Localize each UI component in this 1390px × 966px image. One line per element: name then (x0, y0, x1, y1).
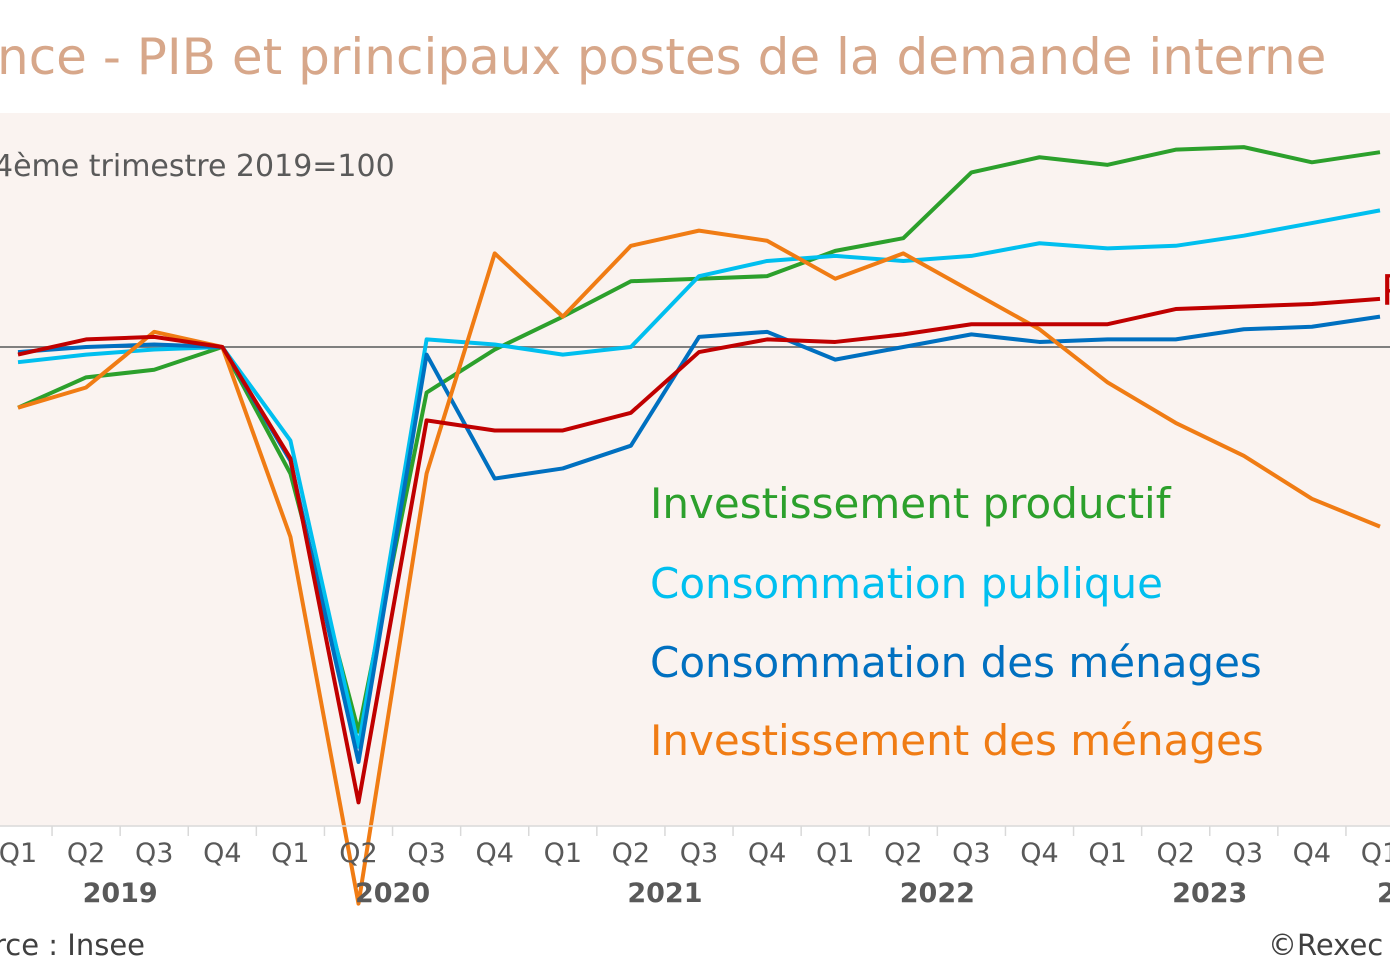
legend: Investissement productif Consommation pu… (650, 479, 1264, 765)
x-tick-label: Q1 (816, 838, 854, 869)
x-tick-label: Q2 (339, 838, 377, 869)
legend-consommation-publique: Consommation publique (650, 559, 1163, 608)
series-line-3 (17, 228, 1381, 906)
x-tick-label: Q3 (407, 838, 445, 869)
legend-investissement-productif: Investissement productif (650, 479, 1172, 528)
x-tick-label: Q2 (67, 838, 105, 869)
x-axis: Q1 Q2 Q3 Q4 Q1 Q2 Q3 Q4 Q1 Q2 Q3 Q4 Q1 Q2 Q3 Q4 Q1 Q2 Q3 Q4… (0, 826, 1390, 909)
x-tick-label: Q1 (544, 838, 582, 869)
x-tick-label: Q1 (271, 838, 309, 869)
x-year-label: 2020 (355, 878, 430, 909)
x-tick-label: Q4 (203, 838, 241, 869)
x-tick-label: Q1 (1088, 838, 1126, 869)
x-tick-label: Q2 (1156, 838, 1194, 869)
source-note: rce : Insee (0, 928, 145, 962)
series-lines (17, 145, 1381, 906)
x-year-label: 2023 (1172, 878, 1247, 909)
x-tick-label: Q3 (135, 838, 173, 869)
x-year-label: 2019 (83, 878, 158, 909)
x-tick-label: Q4 (748, 838, 786, 869)
x-tick-label: Q3 (1225, 838, 1263, 869)
pib-label: P (1381, 266, 1390, 315)
x-tick-label: Q4 (475, 838, 513, 869)
x-tick-label: Q3 (952, 838, 990, 869)
x-tick-label: Q2 (612, 838, 650, 869)
chart-title: nce - PIB et principaux postes de la dem… (0, 28, 1326, 86)
x-tick-label: Q1 (0, 838, 37, 869)
x-year-label: 2022 (900, 878, 975, 909)
x-tick-label: Q4 (1293, 838, 1331, 869)
x-year-label: 2 (1377, 878, 1390, 909)
credit-note: ©Rexec (1268, 928, 1383, 962)
x-tick-label: Q4 (1020, 838, 1058, 869)
x-tick-label: Q3 (680, 838, 718, 869)
legend-consommation-menages: Consommation des ménages (650, 638, 1262, 687)
chart-subtitle: 4ème trimestre 2019=100 (0, 149, 395, 184)
series-line-4 (17, 296, 1381, 805)
x-tick-label: Q1 (1361, 838, 1390, 869)
x-tick-label: Q2 (884, 838, 922, 869)
series-line-1 (17, 208, 1381, 749)
legend-investissement-menages: Investissement des ménages (650, 716, 1264, 765)
x-year-label: 2021 (627, 878, 702, 909)
